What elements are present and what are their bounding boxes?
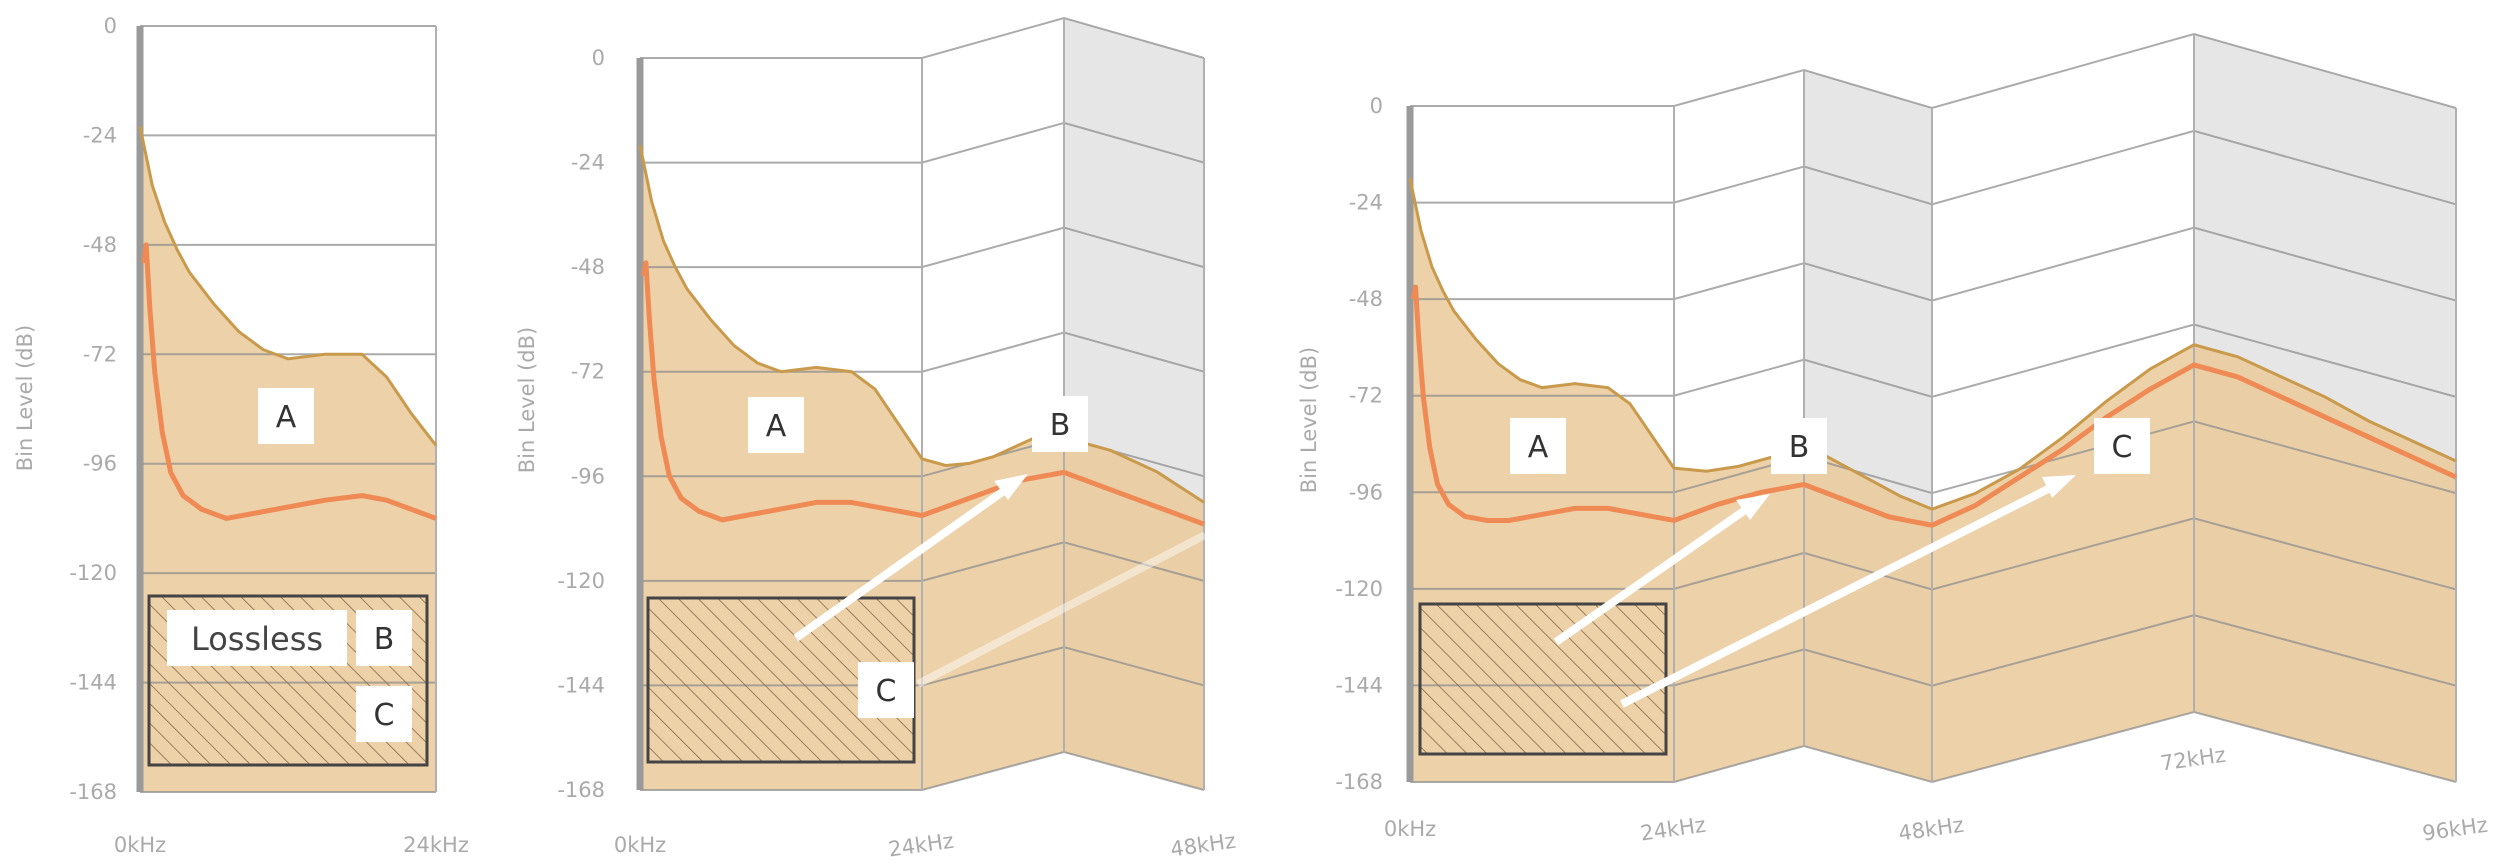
y-tick-label-2-2: -48 [571,255,605,279]
region-b-box-2 [1032,396,1088,452]
y-tick-label-3-2: -48 [1349,287,1383,311]
region-b-label-1: B [374,622,395,657]
y-tick-label-2-6: -144 [557,673,605,697]
arrow-b-3 [1553,504,1751,646]
x-tick-label-3-4: 96kHz [2421,813,2489,846]
grid-line-3-0 [1410,32,2457,110]
y-tick-label-2-5: -120 [557,569,605,593]
grid-line-3-2 [1410,226,2457,302]
grid-line-2-2 [640,226,1205,269]
region-c-label-1: C [374,698,395,733]
lossless-label: Lossless [191,620,323,658]
y-tick-label-2-1: -24 [571,151,605,175]
region-a-label-1: A [276,400,297,435]
y-tick-label-3-3: -72 [1349,384,1383,408]
region-a-box-2 [748,397,804,453]
lower-series-line-1 [141,242,437,521]
y-tick-label-1-2: -48 [83,233,117,257]
grid-line-2-0 [640,16,1205,59]
y-tick-label-3-7: -168 [1335,770,1383,794]
arrow-c-head-3 [2042,475,2076,498]
lossless-label-box [167,610,347,666]
grid-line-3-4 [1410,420,2457,495]
region-c-box-1 [356,686,412,742]
arrow-b-head-3 [1736,494,1770,520]
grid-line-2-1 [640,121,1205,164]
y-tick-label-2-3: -72 [571,360,605,384]
region-a-box-1 [258,388,314,444]
y-tick-label-1-3: -72 [83,342,117,366]
hatched-box-3 [1418,602,1668,756]
region-c-label-3: C [2112,430,2133,465]
y-tick-label-2-7: -168 [557,778,605,802]
grid-line-3-3 [1410,323,2457,398]
x-tick-label-3-2: 48kHz [1897,813,1965,846]
y-tick-label-3-4: -96 [1349,480,1383,504]
region-b-box-3 [1771,418,1827,474]
y-axis-label-3: Bin Level (dB) [1297,347,1321,493]
region-a-box-3 [1510,418,1566,474]
arrow-b-head-2 [994,474,1028,500]
region-a-label-3: A [1528,430,1549,465]
panel-3: 0 -24 -48 -72 -96 -120 -144 -168 Bin Level (dB)… [1297,32,2489,846]
x-tick-label-3-1: 24kHz [1639,813,1707,846]
region-c-box-3 [2094,418,2150,474]
y-tick-label-1-7: -168 [69,780,117,804]
region-b-box-1 [356,610,412,666]
grid-line-3-7 [1410,710,2457,784]
panel-2: 0 -24 -48 -72 -96 -120 -144 -168 Bin Level (dB)… [515,16,1237,862]
x-tick-label-2-0: 0kHz [614,833,666,857]
y-tick-label-1-6: -144 [69,671,117,695]
lower-series-line-3 [1410,284,2458,528]
x-tick-label-2-2: 48kHz [1169,829,1237,862]
region-b-label-2: B [1050,408,1071,443]
arrow-c-faded-2 [916,531,1207,688]
y-tick-label-3-0: 0 [1370,94,1383,118]
x-tick-label-3-0: 0kHz [1384,817,1436,841]
y-tick-label-3-1: -24 [1349,191,1383,215]
y-tick-label-1-1: -24 [83,123,117,147]
y-axis-label-1: Bin Level (dB) [13,325,37,471]
panel-1: 0 -24 -48 -72 -96 -120 -144 -168 Bin Level (dB)… [13,14,469,857]
y-tick-label-1-0: 0 [104,14,117,38]
y-tick-label-3-6: -144 [1335,673,1383,697]
x-tick-label-2-1: 24kHz [887,829,955,862]
x-tick-label-3-3: 72kHz [2159,743,2227,776]
y-tick-label-2-0: 0 [592,46,605,70]
upper-series-line-2 [638,144,1205,504]
y-tick-label-3-5: -120 [1335,577,1383,601]
grid-line-2-7 [640,750,1205,791]
grid-line-2-5 [640,541,1205,582]
y-tick-label-1-5: -120 [69,561,117,585]
arrow-c-3 [1620,483,2054,708]
x-tick-label-1-1: 24kHz [403,833,469,857]
y-axis-label-2: Bin Level (dB) [515,327,539,473]
region-c-box-2 [858,662,914,718]
y-tick-label-1-4: -96 [83,452,117,476]
arrow-b-2 [793,484,1011,642]
region-a-label-2: A [766,409,787,444]
x-tick-label-1-0: 0kHz [114,833,166,857]
grid-line-3-1 [1410,129,2457,206]
upper-series-line-1 [138,126,438,447]
lower-series-line-2 [641,260,1205,527]
region-c-label-2: C [876,674,897,709]
region-b-label-3: B [1789,430,1810,465]
y-tick-label-2-4: -96 [571,464,605,488]
